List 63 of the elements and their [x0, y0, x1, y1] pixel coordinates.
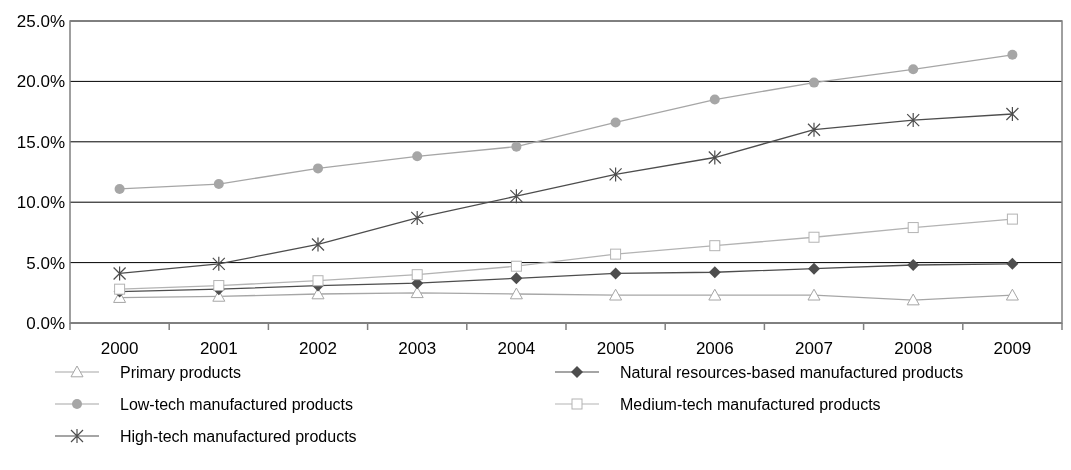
y-tick-label: 20.0% [16, 72, 65, 92]
point [509, 287, 523, 300]
point [511, 141, 522, 152]
point [807, 288, 821, 301]
point [709, 240, 721, 252]
x-tick-label: 2001 [199, 339, 238, 358]
point [807, 122, 821, 138]
point [906, 112, 920, 128]
point [114, 183, 125, 194]
point [1005, 106, 1019, 122]
point [609, 166, 623, 183]
y-tick-label: 25.0% [16, 11, 65, 31]
x-tick-label: 2000 [100, 339, 139, 358]
point [1007, 49, 1018, 60]
point [708, 288, 722, 301]
point [412, 151, 423, 162]
point [510, 260, 522, 272]
point [410, 286, 424, 299]
point [1006, 213, 1018, 225]
x-tick-label: 2007 [795, 339, 833, 358]
point [610, 117, 621, 128]
legend-label: Natural resources-based manufactured products [620, 363, 964, 381]
y-tick-label: 5.0% [26, 253, 65, 273]
point [213, 280, 225, 292]
legend-label: Primary products [120, 363, 241, 381]
point [212, 256, 226, 272]
point [1006, 257, 1019, 270]
point [808, 262, 820, 275]
point [808, 231, 820, 243]
point [509, 188, 523, 204]
point [809, 77, 819, 88]
point [907, 259, 920, 272]
y-tick-label: 15.0% [16, 132, 65, 152]
point [708, 266, 721, 279]
point [113, 265, 127, 282]
point [410, 210, 424, 226]
y-tick-label: 0.0% [26, 313, 65, 333]
point [213, 179, 224, 190]
point [709, 94, 720, 105]
x-tick-label: 2009 [993, 339, 1032, 358]
point [708, 149, 722, 166]
point [1005, 288, 1019, 301]
point [908, 64, 919, 75]
point [610, 248, 622, 260]
point [510, 272, 523, 285]
point [907, 222, 919, 234]
point [311, 236, 325, 253]
point [313, 163, 323, 174]
point [411, 269, 423, 281]
legend-label: High-tech manufactured products [120, 427, 357, 445]
point [312, 275, 324, 287]
y-tick-label: 10.0% [16, 193, 65, 213]
x-tick-label: 2002 [299, 339, 337, 358]
legend-label: Low-tech manufactured products [120, 395, 354, 413]
x-tick-label: 2005 [596, 339, 635, 358]
point [609, 267, 622, 280]
x-tick-label: 2008 [894, 339, 933, 358]
point [609, 288, 623, 301]
x-tick-label: 2003 [398, 339, 437, 358]
x-tick-label: 2004 [497, 339, 536, 358]
x-tick-label: 2006 [695, 339, 734, 358]
legend-label: Medium-tech manufactured products [620, 395, 881, 413]
point [906, 293, 920, 306]
